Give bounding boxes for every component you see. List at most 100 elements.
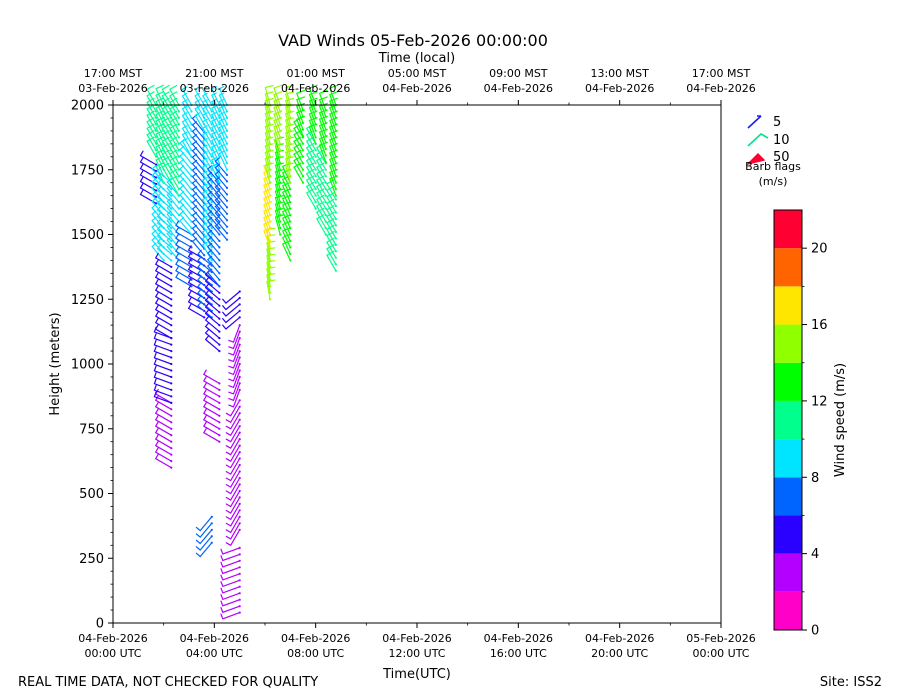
wind-barb bbox=[228, 350, 241, 369]
wind-barb bbox=[326, 231, 337, 252]
wind-barb bbox=[187, 290, 205, 305]
barb-station-dot bbox=[238, 470, 241, 473]
barb-station-dot bbox=[170, 414, 173, 417]
wind-barb bbox=[315, 214, 327, 236]
barb-station-dot bbox=[279, 226, 282, 230]
barb-station-dot bbox=[210, 535, 213, 538]
barb-station-dot bbox=[314, 194, 317, 197]
wind-barb bbox=[202, 421, 220, 436]
wind-barb bbox=[161, 110, 172, 132]
wind-barb bbox=[161, 149, 172, 171]
barb-station-dot bbox=[238, 412, 241, 415]
wind-barb bbox=[153, 346, 172, 359]
barb-station-dot bbox=[289, 252, 292, 255]
barb-station-dot bbox=[177, 123, 180, 126]
colorbar-tick-label: 8 bbox=[811, 471, 819, 486]
barb-station-dot bbox=[238, 362, 241, 366]
barb-station-dot bbox=[170, 252, 173, 255]
barb-station-dot bbox=[334, 162, 337, 165]
barb-station-dot bbox=[170, 226, 173, 230]
barb-station-dot bbox=[170, 207, 173, 210]
barb-station-dot bbox=[218, 350, 221, 353]
barb-station-dot bbox=[155, 163, 158, 166]
barb-station-dot bbox=[289, 110, 292, 113]
barb-station-dot bbox=[279, 188, 282, 191]
barb-station-dot bbox=[218, 440, 221, 443]
barb-station-dot bbox=[301, 155, 305, 158]
barb-station-dot bbox=[170, 330, 173, 333]
wind-barb bbox=[225, 432, 241, 450]
wind-barb bbox=[305, 143, 317, 164]
barb-station-dot bbox=[334, 230, 337, 233]
barb-station-dot bbox=[289, 246, 292, 249]
wind-barb bbox=[326, 192, 337, 214]
barb-station-dot bbox=[324, 168, 327, 171]
top-tick-label-date: 04-Feb-2026 bbox=[382, 82, 451, 95]
barb-station-dot bbox=[170, 317, 173, 320]
wind-barb bbox=[225, 406, 241, 424]
barb-station-dot bbox=[238, 382, 241, 385]
wind-barb bbox=[206, 229, 220, 248]
wind-barb bbox=[308, 117, 318, 138]
barb-station-dot bbox=[301, 181, 305, 184]
barb-station-dot bbox=[210, 528, 213, 531]
barb-station-dot bbox=[289, 162, 292, 165]
barb-station-dot bbox=[170, 401, 173, 404]
wind-barb bbox=[206, 216, 220, 236]
wind-barb bbox=[225, 529, 241, 547]
barb-station-dot bbox=[301, 149, 305, 152]
barb-station-dot bbox=[210, 239, 213, 243]
wind-barb bbox=[175, 252, 193, 268]
barb-station-dot bbox=[218, 175, 221, 178]
barb-station-dot bbox=[225, 199, 229, 202]
top-tick-label-time: 09:00 MST bbox=[489, 67, 548, 80]
wind-barb bbox=[206, 236, 220, 255]
barb-station-dot bbox=[238, 369, 241, 372]
barb-station-dot bbox=[210, 129, 213, 132]
wind-barb bbox=[201, 86, 213, 106]
legend-label-50: 50 bbox=[773, 150, 790, 165]
wind-barb bbox=[263, 207, 272, 229]
x-tick-label-time: 04:00 UTC bbox=[186, 647, 243, 660]
wind-barb bbox=[191, 147, 205, 166]
barb-station-dot bbox=[170, 369, 173, 372]
barb-station-dot bbox=[210, 155, 213, 158]
barb-station-dot bbox=[289, 220, 292, 223]
barb-station-dot bbox=[334, 269, 337, 272]
barb-station-dot bbox=[225, 168, 229, 171]
barb-station-dot bbox=[269, 142, 272, 145]
barb-station-dot bbox=[218, 324, 221, 327]
wind-barb bbox=[273, 130, 283, 151]
barb-station-dot bbox=[225, 162, 229, 165]
barb-station-dot bbox=[238, 425, 241, 428]
colorbar: 0 4 8 12 16 20 bbox=[773, 209, 828, 639]
barb-station-dot bbox=[301, 109, 305, 112]
wind-barb bbox=[154, 291, 172, 307]
wind-barb bbox=[191, 179, 205, 198]
wind-barb bbox=[175, 246, 193, 261]
legend-barb-10-icon bbox=[747, 133, 769, 147]
barb-station-dot bbox=[218, 233, 221, 236]
wind-barb bbox=[329, 104, 338, 125]
barb-station-dot bbox=[314, 116, 317, 119]
wind-barb bbox=[329, 91, 338, 113]
wind-barb bbox=[214, 176, 228, 195]
barb-station-dot bbox=[269, 181, 272, 184]
barb-station-dot bbox=[210, 168, 213, 171]
wind-barb bbox=[293, 149, 304, 171]
barb-station-dot bbox=[324, 214, 327, 217]
wind-barb bbox=[151, 184, 165, 203]
x-tick-label-date: 04-Feb-2026 bbox=[585, 632, 654, 645]
barb-station-dot bbox=[238, 296, 241, 300]
barb-station-dot bbox=[334, 250, 337, 253]
wind-barb bbox=[329, 130, 338, 151]
barb-station-dot bbox=[301, 128, 305, 131]
wind-barb bbox=[308, 97, 318, 119]
wind-barb bbox=[225, 496, 241, 514]
barb-station-dot bbox=[279, 136, 282, 139]
wind-barb bbox=[204, 328, 220, 346]
barb-station-dot bbox=[279, 194, 282, 197]
top-tick-label-date: 04-Feb-2026 bbox=[484, 82, 553, 95]
barb-station-dot bbox=[218, 252, 221, 255]
